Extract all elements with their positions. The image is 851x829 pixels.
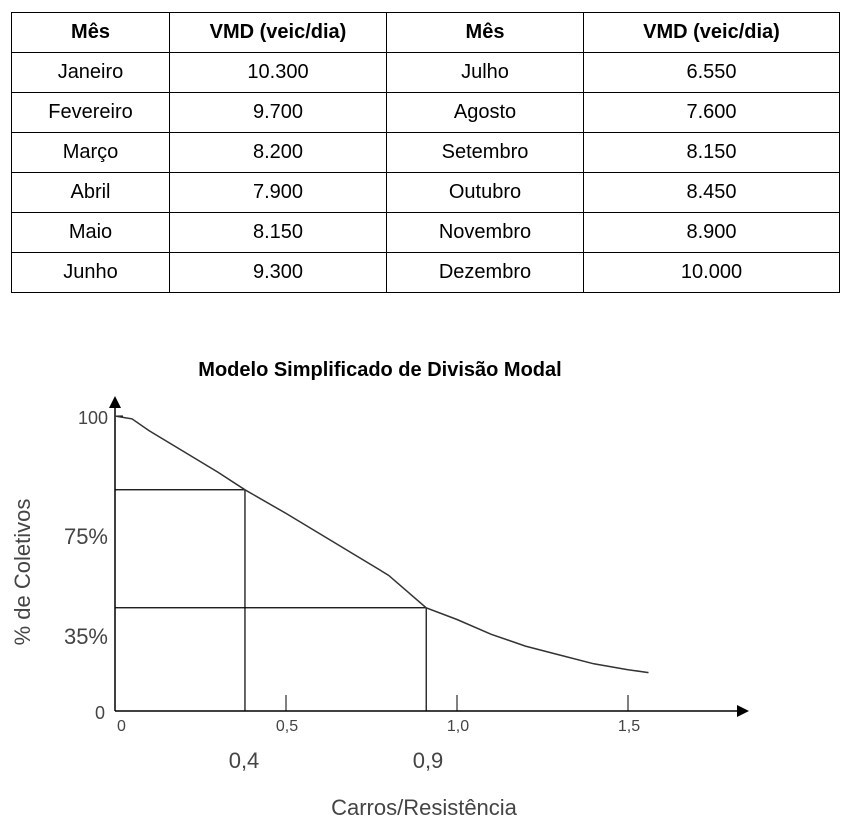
x-tick-label-0: 0	[117, 718, 126, 735]
vmd-cell: 10.300	[169, 52, 387, 93]
table-row: Junho 9.300 Dezembro 10.000	[11, 252, 840, 293]
vmd-cell: 8.150	[583, 132, 840, 173]
y-tick-label-0: 0	[95, 703, 105, 723]
table-header-row: Mês VMD (veic/dia) Mês VMD (veic/dia)	[11, 12, 840, 53]
month-cell: Setembro	[386, 132, 584, 173]
series-line	[114, 415, 649, 674]
table-row: Fevereiro 9.700 Agosto 7.600	[11, 92, 840, 133]
vmd-cell: 7.600	[583, 92, 840, 133]
header-vmd-1: VMD (veic/dia)	[169, 12, 387, 53]
table-row: Março 8.200 Setembro 8.150	[11, 132, 840, 173]
vmd-cell: 8.900	[583, 212, 840, 253]
marker-x-label-0.4: 0,4	[229, 748, 260, 773]
month-cell: Maio	[11, 212, 170, 253]
vmd-cell: 6.550	[583, 52, 840, 93]
month-cell: Junho	[11, 252, 170, 293]
vmd-cell: 7.900	[169, 172, 387, 213]
month-cell: Julho	[386, 52, 584, 93]
month-cell: Outubro	[386, 172, 584, 213]
y-tick-label-100: 100	[78, 408, 108, 428]
vmd-cell: 9.300	[169, 252, 387, 293]
table-row: Janeiro 10.300 Julho 6.550	[11, 52, 840, 93]
header-mes-1: Mês	[11, 12, 170, 53]
month-cell: Dezembro	[386, 252, 584, 293]
x-axis-arrow	[737, 705, 749, 717]
y-axis-label: % de Coletivos	[10, 499, 35, 646]
header-mes-2: Mês	[386, 12, 584, 53]
month-cell: Agosto	[386, 92, 584, 133]
marker-x-label-0.9: 0,9	[413, 748, 444, 773]
vmd-cell: 9.700	[169, 92, 387, 133]
divisao-modal-chart: Modelo Simplificado de Divisão Modal 0 0…	[10, 359, 749, 820]
month-cell: Novembro	[386, 212, 584, 253]
reference-lines	[115, 489, 427, 711]
vmd-cell: 10.000	[583, 252, 840, 293]
month-cell: Janeiro	[11, 52, 170, 93]
table-row: Abril 7.900 Outubro 8.450	[11, 172, 840, 213]
month-cell: Fevereiro	[11, 92, 170, 133]
vmd-cell: 8.150	[169, 212, 387, 253]
vmd-table: Mês VMD (veic/dia) Mês VMD (veic/dia) Ja…	[11, 12, 840, 293]
x-tick-label-0.5: 0,5	[276, 718, 298, 735]
table-row: Maio 8.150 Novembro 8.900	[11, 212, 840, 253]
y-axis-arrow	[109, 396, 121, 408]
month-cell: Março	[11, 132, 170, 173]
x-tick-label-1.0: 1,0	[447, 718, 469, 735]
vmd-cell: 8.450	[583, 172, 840, 213]
y-tick-label-75: 75%	[64, 524, 108, 549]
y-tick-label-35: 35%	[64, 624, 108, 649]
x-tick-label-1.5: 1,5	[618, 718, 640, 735]
x-axis-label: Carros/Resistência	[331, 795, 518, 820]
axis-ticks	[115, 415, 629, 711]
header-vmd-2: VMD (veic/dia)	[583, 12, 840, 53]
month-cell: Abril	[11, 172, 170, 213]
chart-title: Modelo Simplificado de Divisão Modal	[198, 359, 561, 381]
vmd-cell: 8.200	[169, 132, 387, 173]
